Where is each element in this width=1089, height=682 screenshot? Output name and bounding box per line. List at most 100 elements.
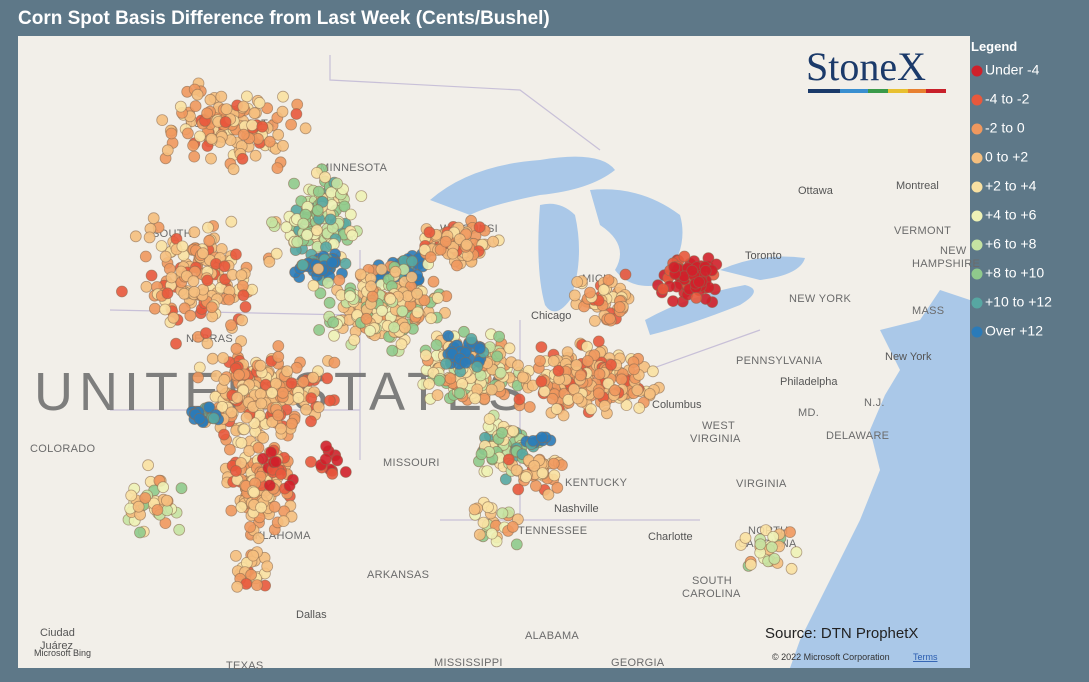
site-dot xyxy=(139,250,152,263)
site-dot xyxy=(510,538,523,551)
site-dot xyxy=(161,287,174,300)
legend-label: Over +12 xyxy=(985,323,1043,339)
map-label: Dallas xyxy=(296,609,327,621)
site-dot xyxy=(574,369,587,382)
site-dot xyxy=(268,500,281,513)
site-dot xyxy=(305,415,317,428)
legend-title: Legend xyxy=(971,39,1017,54)
map-label: HAMPSHIRE xyxy=(912,258,980,270)
site-dot xyxy=(411,306,424,319)
site-dot xyxy=(444,372,457,385)
site-dot xyxy=(307,371,319,384)
site-dot xyxy=(276,105,289,118)
site-dot xyxy=(191,88,204,101)
legend-label: +4 to +6 xyxy=(985,207,1037,223)
site-dot xyxy=(225,215,238,228)
site-dot xyxy=(324,213,337,226)
site-dot xyxy=(207,412,220,425)
site-dot xyxy=(328,356,341,369)
site-dot xyxy=(193,412,206,425)
site-dot xyxy=(203,401,216,414)
site-dot xyxy=(459,356,472,369)
site-dot xyxy=(593,368,606,381)
site-dot xyxy=(277,515,290,527)
site-dot xyxy=(542,488,555,501)
site-dot xyxy=(344,290,356,303)
site-dot xyxy=(496,507,509,520)
site-dot xyxy=(323,296,336,309)
map-label: Chicago xyxy=(531,310,571,322)
site-dot xyxy=(235,269,248,282)
site-dot xyxy=(328,329,340,342)
site-dot xyxy=(512,483,525,496)
site-dot xyxy=(297,217,310,230)
site-dot xyxy=(512,359,524,372)
site-dot xyxy=(255,501,268,514)
site-dot xyxy=(346,229,359,242)
site-dot xyxy=(176,240,189,253)
map-label: MD. xyxy=(798,407,819,419)
site-dot xyxy=(571,276,584,288)
logo-text: StoneX xyxy=(806,44,926,89)
site-dot xyxy=(344,208,357,221)
site-dot xyxy=(272,350,285,363)
site-dot xyxy=(297,375,310,388)
site-dot xyxy=(270,247,283,260)
site-dot xyxy=(320,440,333,453)
site-dot xyxy=(159,303,172,316)
map-label: Philadelpha xyxy=(780,376,838,388)
site-dot xyxy=(157,481,170,494)
terms-link[interactable]: Terms xyxy=(913,652,938,662)
site-dot xyxy=(468,503,481,516)
site-dot xyxy=(255,397,268,410)
site-dot xyxy=(225,504,238,517)
site-dot xyxy=(312,401,325,414)
site-dot xyxy=(237,128,250,141)
site-dot xyxy=(218,260,231,273)
attribution: © 2022 Microsoft Corporation xyxy=(772,652,890,662)
site-dot xyxy=(503,342,516,355)
logo-stripe xyxy=(926,89,946,93)
site-dot xyxy=(572,392,584,405)
site-dot xyxy=(280,221,293,234)
site-dot xyxy=(300,403,313,416)
site-dot xyxy=(148,302,161,315)
legend-swatch xyxy=(971,239,983,251)
site-dot xyxy=(263,135,276,148)
site-dot xyxy=(189,100,202,112)
site-dot xyxy=(188,226,201,239)
site-dot xyxy=(333,274,346,287)
logo-stripe xyxy=(840,89,868,93)
site-dot xyxy=(188,285,201,298)
site-dot xyxy=(319,453,332,466)
site-dot xyxy=(220,103,233,115)
site-dot xyxy=(219,116,232,128)
site-dot xyxy=(589,314,601,327)
map-label: TENNESSEE xyxy=(518,525,587,537)
site-dot xyxy=(398,321,411,334)
site-dot xyxy=(156,114,169,126)
site-dot xyxy=(290,108,303,120)
site-dot xyxy=(446,247,459,260)
site-dot xyxy=(175,482,188,495)
site-dot xyxy=(535,375,548,388)
site-dot xyxy=(790,546,803,559)
site-dot xyxy=(494,366,507,379)
site-dot xyxy=(739,532,752,544)
site-dot xyxy=(433,374,446,387)
site-dot xyxy=(233,368,245,381)
site-dot xyxy=(240,411,253,424)
legend-swatch xyxy=(971,326,983,338)
site-dot xyxy=(170,337,182,350)
site-dot xyxy=(275,468,287,481)
site-dot xyxy=(534,354,546,367)
site-dot xyxy=(323,394,336,407)
map-label: VERMONT xyxy=(894,225,951,237)
map-label: SOUTH xyxy=(692,575,732,587)
legend-swatch xyxy=(971,268,983,280)
site-dot xyxy=(766,541,778,554)
site-dot xyxy=(471,360,484,373)
site-dot xyxy=(263,479,276,492)
site-dot xyxy=(249,149,262,162)
